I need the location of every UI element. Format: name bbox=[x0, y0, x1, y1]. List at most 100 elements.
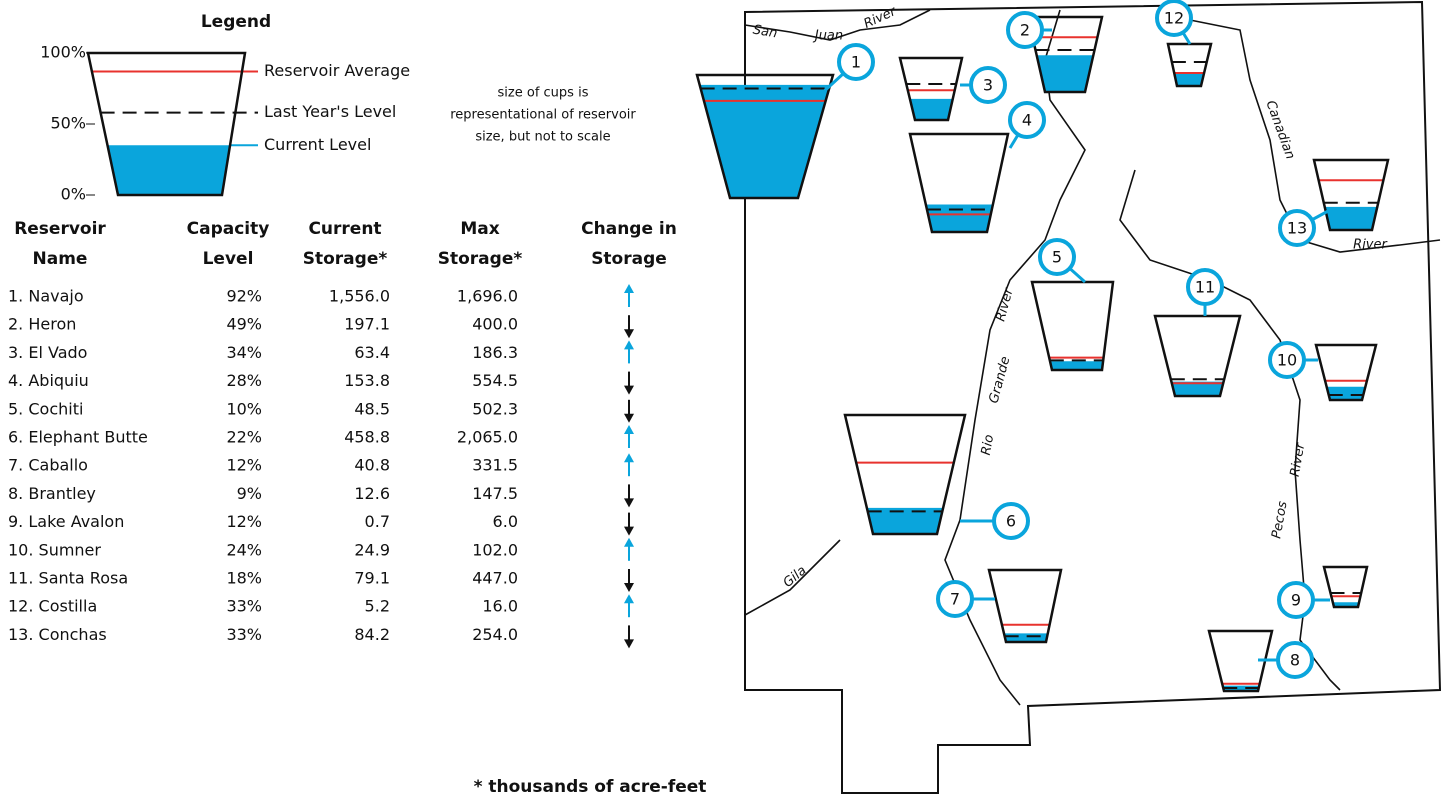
table-header: Capacity bbox=[187, 219, 270, 239]
change-arrowhead bbox=[624, 594, 634, 604]
table-cell: 8. Brantley bbox=[8, 484, 96, 503]
cup bbox=[86, 51, 247, 197]
rivers bbox=[744, 9, 1441, 706]
river-label: Rio bbox=[979, 434, 997, 457]
water bbox=[866, 507, 944, 534]
table-cell: 5. Cochiti bbox=[8, 399, 83, 418]
badge bbox=[1278, 209, 1316, 247]
change-arrowhead bbox=[624, 453, 634, 463]
water bbox=[1324, 206, 1378, 230]
badge-label: 3 bbox=[983, 76, 993, 95]
badge bbox=[1186, 268, 1224, 306]
legend-tick-label: 100% bbox=[40, 43, 86, 62]
river-label: Pecos bbox=[1269, 500, 1290, 540]
river-label: Canadian bbox=[1262, 99, 1297, 162]
table-cell: 5.2 bbox=[365, 597, 390, 616]
note: size, but not to scale bbox=[475, 130, 610, 145]
table-cell: 34% bbox=[226, 343, 262, 362]
cup bbox=[1153, 314, 1242, 398]
river-label: Juan bbox=[812, 29, 843, 44]
badge-label: 7 bbox=[950, 590, 960, 609]
table-cell: 9% bbox=[237, 484, 262, 503]
table-cell: 12. Costilla bbox=[8, 597, 97, 616]
table-cell: 147.5 bbox=[472, 484, 518, 503]
badge-label: 10 bbox=[1277, 351, 1297, 370]
table-cell: 3. El Vado bbox=[8, 343, 87, 362]
table-cell: 49% bbox=[226, 315, 262, 334]
badge bbox=[1276, 641, 1314, 679]
table-cell: 400.0 bbox=[472, 315, 518, 334]
badge bbox=[1268, 341, 1306, 379]
footnote: * thousands of acre-feet bbox=[474, 777, 707, 797]
table-cell: 11. Santa Rosa bbox=[8, 569, 128, 588]
change-arrowhead bbox=[624, 284, 634, 293]
table-cell: 16.0 bbox=[482, 597, 518, 616]
table-cell: 331.5 bbox=[472, 456, 518, 475]
note: representational of reservoir bbox=[450, 108, 636, 123]
badge-label: 11 bbox=[1195, 278, 1215, 297]
badge bbox=[936, 580, 974, 618]
change-arrowhead bbox=[624, 498, 634, 508]
badge-label: 12 bbox=[1164, 9, 1184, 28]
change-arrowhead bbox=[624, 537, 634, 547]
table-cell: 197.1 bbox=[344, 315, 390, 334]
legend-title: Legend bbox=[201, 12, 271, 32]
table-cell: 79.1 bbox=[354, 569, 390, 588]
river-label: River bbox=[993, 285, 1017, 323]
water bbox=[1003, 633, 1048, 642]
table-cell: 186.3 bbox=[472, 343, 518, 362]
table-cell: 2. Heron bbox=[8, 315, 76, 334]
badge-label: 6 bbox=[1006, 512, 1016, 531]
badge-label: 2 bbox=[1020, 21, 1030, 40]
cup bbox=[1322, 565, 1369, 609]
table-header: Name bbox=[33, 249, 88, 269]
change-arrowhead bbox=[624, 329, 634, 339]
river bbox=[1189, 19, 1441, 253]
table-cell: 28% bbox=[226, 371, 262, 390]
badge bbox=[1277, 581, 1315, 619]
cup bbox=[987, 568, 1063, 644]
state-outline bbox=[744, 0, 1442, 794]
water bbox=[1050, 361, 1104, 370]
table-cell: 33% bbox=[226, 625, 262, 644]
change-arrowhead bbox=[624, 413, 634, 423]
table-cell: 12% bbox=[226, 456, 262, 475]
table-header: Change in bbox=[581, 219, 677, 239]
table-cell: 33% bbox=[226, 597, 262, 616]
table-cell: 9. Lake Avalon bbox=[8, 512, 124, 531]
table-header: Reservoir bbox=[14, 219, 106, 239]
table-header: Storage* bbox=[303, 249, 388, 269]
change-arrowhead bbox=[624, 340, 634, 350]
badge-label: 9 bbox=[1291, 591, 1301, 610]
table-cell: 12% bbox=[226, 512, 262, 531]
badge bbox=[969, 66, 1007, 104]
table-cell: 254.0 bbox=[472, 625, 518, 644]
table-cell: 6. Elephant Butte bbox=[8, 428, 148, 447]
cup bbox=[695, 73, 835, 200]
table-cell: 24.9 bbox=[354, 540, 390, 559]
cup bbox=[908, 132, 1010, 234]
water bbox=[107, 145, 231, 195]
cup bbox=[898, 56, 964, 122]
river bbox=[744, 9, 931, 41]
badge-label: 4 bbox=[1022, 111, 1032, 130]
table-header: Current bbox=[308, 219, 381, 239]
table-header: Max bbox=[460, 219, 499, 239]
badge-label: 13 bbox=[1287, 219, 1307, 238]
cup bbox=[1166, 42, 1213, 88]
table-header: Level bbox=[203, 249, 254, 269]
cup bbox=[843, 413, 967, 536]
table-cell: 48.5 bbox=[354, 399, 390, 418]
table-cell: 24% bbox=[226, 540, 262, 559]
change-arrowhead bbox=[624, 425, 634, 434]
river-label: Grande bbox=[987, 355, 1014, 405]
table-cell: 1,556.0 bbox=[329, 287, 390, 306]
badge-label: 5 bbox=[1052, 248, 1062, 267]
table-cell: 92% bbox=[226, 287, 262, 306]
table-cell: 1,696.0 bbox=[457, 287, 518, 306]
table-cell: 554.5 bbox=[472, 371, 518, 390]
table-cell: 502.3 bbox=[472, 399, 518, 418]
table-cell: 2,065.0 bbox=[457, 428, 518, 447]
legend-tick-label: 0% bbox=[61, 185, 86, 204]
